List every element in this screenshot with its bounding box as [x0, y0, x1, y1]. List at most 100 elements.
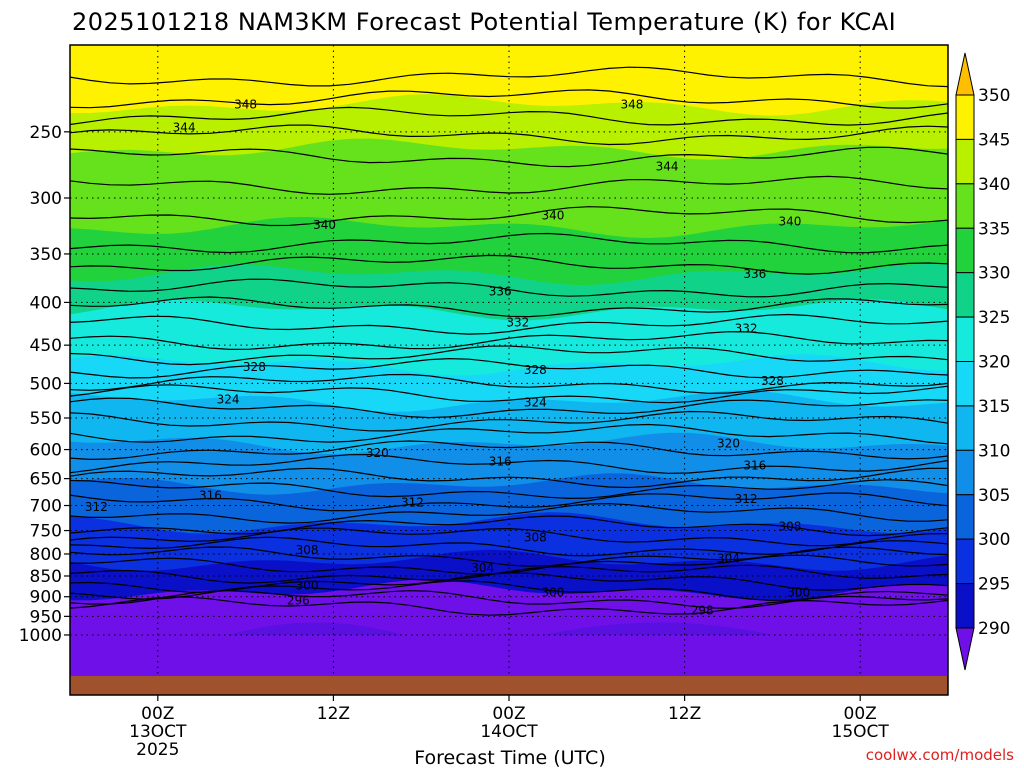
isentrope-line	[70, 278, 948, 298]
colorbar-label: 325	[978, 308, 1010, 328]
chart-title: 2025101218 NAM3KM Forecast Potential Tem…	[72, 8, 896, 36]
colorbar-segment	[955, 361, 975, 407]
contour-label: 320	[717, 436, 740, 450]
contour-label: 308	[524, 531, 547, 545]
colorbar-segment	[955, 94, 975, 140]
x-tick-label: 13OCT	[129, 722, 187, 742]
colorbar-label: 315	[978, 397, 1010, 417]
isentrope-line	[70, 502, 948, 524]
isentrope-line	[70, 536, 948, 557]
x-tick-label: 12Z	[317, 704, 350, 724]
colorbar-segment	[955, 138, 975, 185]
colorbar-label: 340	[978, 175, 1010, 195]
colorbar-label: 300	[978, 530, 1010, 550]
y-tick-label: 850	[30, 567, 62, 587]
y-tick-label: 800	[30, 545, 62, 565]
isentrope-lines	[70, 66, 948, 616]
isentrope-line	[70, 66, 948, 88]
isentrope-line	[70, 527, 948, 547]
contour-label: 348	[234, 98, 257, 112]
colorbar-segment	[955, 405, 975, 451]
contour-labels: 348 348 344 344 340 340 340 336 336 332 332 328 328 3…	[85, 98, 810, 618]
colorbar-segment	[955, 272, 975, 318]
x-tick-label: 15OCT	[832, 722, 890, 742]
isentrope-line	[70, 232, 948, 254]
y-axis: 2503003504004505005506006507007508008509…	[19, 123, 70, 646]
contour-label: 344	[656, 159, 679, 173]
isentrope-line	[70, 175, 948, 195]
x-tick-label: 00Z	[844, 704, 877, 724]
contour-label: 316	[489, 454, 512, 468]
isentrope-line	[70, 384, 948, 404]
contour-label: 312	[401, 495, 424, 509]
colorbar-label: 330	[978, 264, 1010, 284]
isentrope-line	[70, 479, 948, 500]
contour-label: 332	[735, 322, 758, 336]
isentrope-line	[70, 106, 948, 126]
contour-label: 324	[217, 393, 240, 407]
contour-label: 316	[199, 489, 222, 503]
y-tick-label: 550	[30, 409, 62, 429]
contour-label: 312	[735, 492, 758, 506]
cold-pocket-2	[544, 622, 773, 635]
contour-label: 312	[85, 500, 108, 514]
contour-label: 340	[313, 218, 336, 232]
y-tick-label: 400	[30, 293, 62, 313]
contour-label: 316	[743, 459, 766, 473]
contour-label: 300	[787, 586, 810, 600]
colorbar-segment	[955, 316, 975, 363]
x-tick-label: 14OCT	[480, 722, 538, 742]
y-tick-label: 450	[30, 336, 62, 356]
contour-label: 340	[779, 214, 802, 228]
contour-label: 308	[779, 520, 802, 534]
isentrope-line	[70, 296, 948, 318]
isentrope-line	[70, 590, 948, 610]
y-tick-label: 250	[30, 123, 62, 143]
y-tick-label: 950	[30, 607, 62, 627]
colorbar-segment	[955, 494, 975, 540]
x-tick-label: 12Z	[668, 704, 701, 724]
isentrope-line	[70, 546, 948, 567]
isentrope-line	[70, 146, 948, 168]
colorbar-segment	[955, 583, 975, 629]
contour-label: 304	[717, 551, 740, 565]
colorbar-label: 320	[978, 353, 1010, 373]
contour-label: 344	[173, 120, 196, 134]
contour-label: 300	[296, 579, 319, 593]
isentrope-line	[70, 345, 948, 366]
isentrope-line	[70, 397, 948, 419]
cold-pocket-1	[228, 622, 404, 635]
grid-lines	[70, 45, 948, 695]
y-tick-label: 350	[30, 245, 62, 265]
isentrope-line	[70, 254, 948, 275]
x-tick-label: 2025	[136, 740, 179, 760]
y-tick-label: 650	[30, 470, 62, 490]
isentrope-line	[70, 453, 948, 474]
plot-area: 348 348 344 344 340 340 340 336 336 332 332 328 328 3…	[70, 45, 948, 695]
y-tick-label: 750	[30, 522, 62, 542]
colorbar-top-arrow	[955, 52, 975, 96]
isentrope-line	[70, 423, 948, 445]
colorbar-segment	[955, 227, 975, 274]
contour-label: 324	[524, 395, 547, 409]
contour-label: 296	[287, 594, 310, 608]
contour-label: 300	[541, 586, 564, 600]
contour-label: 328	[524, 363, 547, 377]
colorbar-label: 305	[978, 486, 1010, 506]
colorbar-label: 310	[978, 441, 1010, 461]
contour-label: 320	[366, 446, 389, 460]
isentrope-line	[70, 492, 948, 512]
colorbar-label: 335	[978, 219, 1010, 239]
contour-label: 328	[243, 360, 266, 374]
y-tick-label: 300	[30, 189, 62, 209]
colorbar-segment	[955, 449, 975, 496]
contour-label: 348	[620, 98, 643, 112]
y-tick-label: 700	[30, 497, 62, 517]
y-tick-label: 900	[30, 588, 62, 608]
x-axis-label: Forecast Time (UTC)	[414, 747, 605, 768]
isentrope-line	[70, 331, 948, 351]
contour-label: 308	[296, 543, 319, 557]
isentrope-line	[70, 564, 948, 584]
